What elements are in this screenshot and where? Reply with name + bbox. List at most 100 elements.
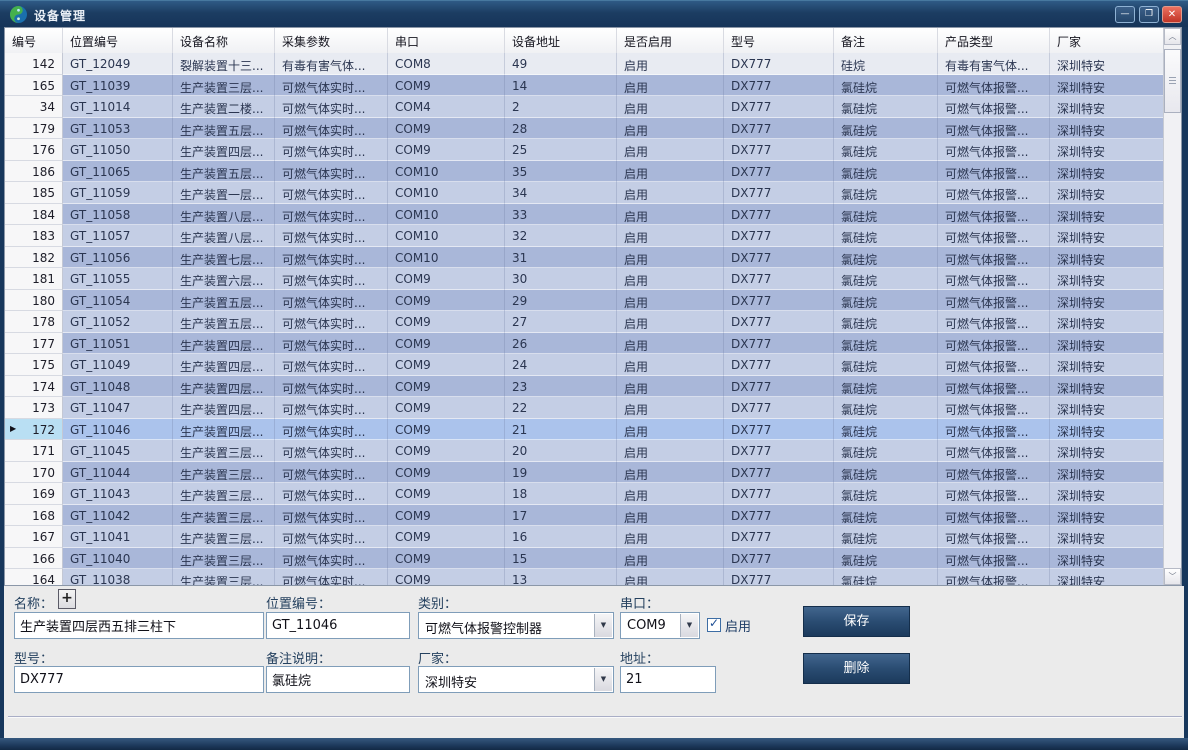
cell: 深圳特安 (1050, 289, 1163, 311)
table-row[interactable]: 34 GT_11014 生产装置二楼... 可燃气体实时... COM4 2 启用 DX777… (5, 96, 1163, 118)
row-header-cell[interactable]: 184 (5, 203, 63, 225)
row-header-cell[interactable]: 34 (5, 96, 63, 118)
row-header-cell[interactable]: 169 (5, 483, 63, 505)
scroll-up-button[interactable]: ︿ (1164, 28, 1181, 45)
cell: 30 (505, 268, 617, 290)
name-input[interactable] (14, 612, 264, 639)
table-row[interactable]: 167 GT_11041 生产装置三层... 可燃气体实时... COM9 16 启用 DX7… (5, 526, 1163, 548)
column-header-0[interactable]: 编号 (5, 28, 63, 53)
address-input[interactable] (620, 666, 716, 693)
table-row[interactable]: ▶ 172 GT_11046 生产装置四层... 可燃气体实时... COM9 21 启用 DX… (5, 418, 1163, 440)
table-row[interactable]: 177 GT_11051 生产装置四层... 可燃气体实时... COM9 26 启用 DX7… (5, 332, 1163, 354)
com-select[interactable]: COM9 ▼ (620, 612, 700, 639)
vertical-scrollbar[interactable]: ︿ ﹀ (1163, 28, 1181, 585)
maximize-button[interactable]: ❐ (1139, 6, 1159, 23)
minimize-button[interactable]: — (1115, 6, 1135, 23)
row-header-cell[interactable]: 182 (5, 246, 63, 268)
row-header-cell[interactable]: 164 (5, 569, 63, 585)
row-header-cell[interactable]: 181 (5, 268, 63, 290)
model-input[interactable] (14, 666, 264, 693)
row-header-cell[interactable]: 166 (5, 547, 63, 569)
category-dropdown-button[interactable]: ▼ (594, 614, 612, 637)
table-row[interactable]: 181 GT_11055 生产装置六层... 可燃气体实时... COM9 30 启用 DX7… (5, 268, 1163, 290)
row-header-cell[interactable]: ▶ 172 (5, 418, 63, 440)
table-row[interactable]: 142 GT_12049 裂解装置十三... 有毒有害气体... COM8 49 启用 DX7… (5, 53, 1163, 75)
row-header-cell[interactable]: 179 (5, 117, 63, 139)
cell: COM9 (388, 139, 505, 161)
titlebar[interactable]: 设备管理 — ❐ ✕ (0, 0, 1188, 27)
row-header-cell[interactable]: 171 (5, 440, 63, 462)
column-header-2[interactable]: 设备名称 (173, 28, 275, 53)
row-header-cell[interactable]: 186 (5, 160, 63, 182)
cell: 可燃气体报警... (938, 375, 1050, 397)
column-header-4[interactable]: 串口 (388, 28, 505, 53)
cell: 启用 (617, 203, 724, 225)
table-row[interactable]: 185 GT_11059 生产装置一层... 可燃气体实时... COM10 34 启用 DX… (5, 182, 1163, 204)
table-row[interactable]: 166 GT_11040 生产装置三层... 可燃气体实时... COM9 15 启用 DX7… (5, 547, 1163, 569)
row-header-cell[interactable]: 173 (5, 397, 63, 419)
column-header-5[interactable]: 设备地址 (505, 28, 617, 53)
table-row[interactable]: 171 GT_11045 生产装置三层... 可燃气体实时... COM9 20 启用 DX7… (5, 440, 1163, 462)
cell: GT_11047 (63, 397, 173, 419)
save-button[interactable]: 保存 (803, 606, 910, 637)
remark-input[interactable] (266, 666, 410, 693)
row-header-cell[interactable]: 168 (5, 504, 63, 526)
table-row[interactable]: 179 GT_11053 生产装置五层... 可燃气体实时... COM9 28 启用 DX7… (5, 117, 1163, 139)
row-header-cell[interactable]: 167 (5, 526, 63, 548)
vendor-dropdown-button[interactable]: ▼ (594, 668, 612, 691)
enabled-checkbox[interactable]: ✓ (707, 616, 721, 632)
selected-row-arrow-icon: ▶ (10, 423, 17, 433)
close-icon: ✕ (1167, 9, 1177, 20)
cell: 深圳特安 (1050, 375, 1163, 397)
category-select[interactable]: 可燃气体报警控制器 ▼ (418, 612, 614, 639)
cell: COM9 (388, 440, 505, 462)
scrollbar-thumb[interactable] (1164, 49, 1181, 113)
column-header-7[interactable]: 型号 (724, 28, 834, 53)
delete-button[interactable]: 删除 (803, 653, 910, 684)
table-row[interactable]: 178 GT_11052 生产装置五层... 可燃气体实时... COM9 27 启用 DX7… (5, 311, 1163, 333)
row-header-cell[interactable]: 142 (5, 53, 63, 75)
table-row[interactable]: 184 GT_11058 生产装置八层... 可燃气体实时... COM10 33 启用 DX… (5, 203, 1163, 225)
column-header-10[interactable]: 厂家 (1057, 35, 1082, 49)
table-row[interactable]: 165 GT_11039 生产装置三层... 可燃气体实时... COM9 14 启用 DX7… (5, 74, 1163, 96)
table-row[interactable]: 170 GT_11044 生产装置三层... 可燃气体实时... COM9 19 启用 DX7… (5, 461, 1163, 483)
table-row[interactable]: 176 GT_11050 生产装置四层... 可燃气体实时... COM9 25 启用 DX7… (5, 139, 1163, 161)
row-header-cell[interactable]: 170 (5, 461, 63, 483)
row-header-cell[interactable]: 185 (5, 182, 63, 204)
row-header-cell[interactable]: 165 (5, 74, 63, 96)
table-row[interactable]: 182 GT_11056 生产装置七层... 可燃气体实时... COM10 31 启用 DX… (5, 246, 1163, 268)
column-header-6[interactable]: 是否启用 (617, 28, 724, 53)
row-header-cell[interactable]: 174 (5, 375, 63, 397)
row-number: 172 (32, 422, 55, 437)
vendor-select[interactable]: 深圳特安 ▼ (418, 666, 614, 693)
column-header-9[interactable]: 产品类型 (938, 28, 1050, 53)
table-row[interactable]: 168 GT_11042 生产装置三层... 可燃气体实时... COM9 17 启用 DX7… (5, 504, 1163, 526)
location-input[interactable] (266, 612, 410, 639)
com-dropdown-button[interactable]: ▼ (680, 614, 698, 637)
table-row[interactable]: 173 GT_11047 生产装置四层... 可燃气体实时... COM9 22 启用 DX7… (5, 397, 1163, 419)
close-button[interactable]: ✕ (1162, 6, 1182, 23)
table-row[interactable]: 175 GT_11049 生产装置四层... 可燃气体实时... COM9 24 启用 DX7… (5, 354, 1163, 376)
cell: 深圳特安 (1050, 139, 1163, 161)
cell: 可燃气体报警... (938, 203, 1050, 225)
table-row[interactable]: 174 GT_11048 生产装置四层... 可燃气体实时... COM9 23 启用 DX7… (5, 375, 1163, 397)
table-row[interactable]: 186 GT_11065 生产装置五层... 可燃气体实时... COM10 35 启用 DX… (5, 160, 1163, 182)
cell: GT_11054 (63, 289, 173, 311)
add-button[interactable]: + (58, 589, 76, 609)
row-header-cell[interactable]: 176 (5, 139, 63, 161)
table-row[interactable]: 164 GT_11038 生产装置三层... 可燃气体实时... COM9 13 启用 DX7… (5, 569, 1163, 585)
row-header-cell[interactable]: 175 (5, 354, 63, 376)
row-header-cell[interactable]: 178 (5, 311, 63, 333)
scroll-down-button[interactable]: ﹀ (1164, 568, 1181, 585)
table-row[interactable]: 183 GT_11057 生产装置八层... 可燃气体实时... COM10 32 启用 DX… (5, 225, 1163, 247)
column-header-1[interactable]: 位置编号 (63, 28, 173, 53)
row-header-cell[interactable]: 177 (5, 332, 63, 354)
cell: 可燃气体实时... (275, 418, 388, 440)
row-header-cell[interactable]: 180 (5, 289, 63, 311)
cell: 可燃气体报警... (938, 96, 1050, 118)
table-row[interactable]: 169 GT_11043 生产装置三层... 可燃气体实时... COM9 18 启用 DX7… (5, 483, 1163, 505)
row-header-cell[interactable]: 183 (5, 225, 63, 247)
table-row[interactable]: 180 GT_11054 生产装置五层... 可燃气体实时... COM9 29 启用 DX7… (5, 289, 1163, 311)
column-header-8[interactable]: 备注 (834, 28, 938, 53)
column-header-3[interactable]: 采集参数 (275, 28, 388, 53)
